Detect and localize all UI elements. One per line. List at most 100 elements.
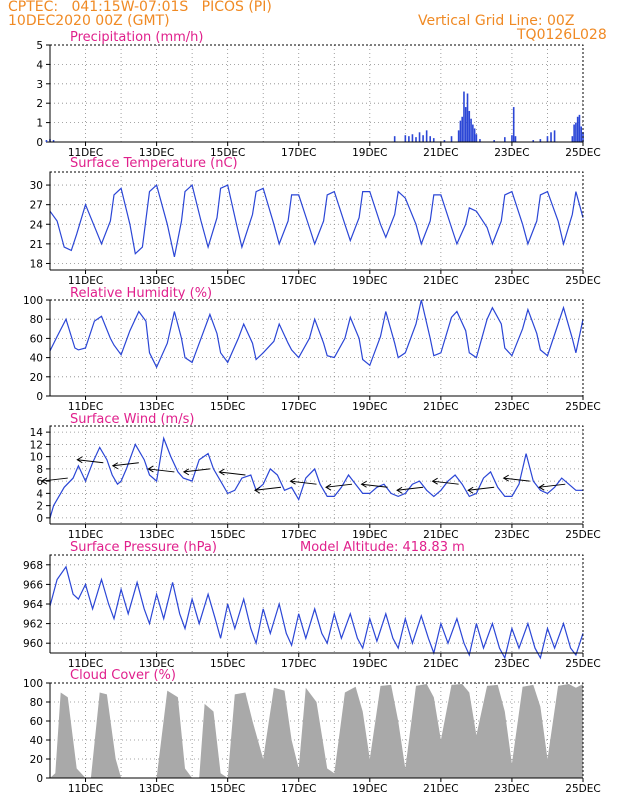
x-tick-label: 15DEC: [210, 147, 245, 159]
x-tick-label: 25DEC: [565, 658, 600, 670]
precip-bar: [468, 110, 471, 142]
plot-frame: [49, 171, 584, 271]
y-tick-label: 2: [36, 98, 43, 110]
x-tick-label: 23DEC: [494, 275, 529, 287]
precip-bar: [418, 132, 421, 142]
wind-series-line: [49, 436, 583, 519]
precip-bar: [578, 114, 581, 142]
precip-bar: [575, 122, 577, 142]
precip-bar: [473, 128, 476, 142]
wind-arrow: [325, 483, 353, 488]
precip-bar: [461, 116, 463, 142]
x-tick-label: 11DEC: [68, 401, 103, 413]
x-tick-label: 21DEC: [423, 401, 458, 413]
x-tick-label: 19DEC: [352, 529, 387, 541]
x-tick-label: 15DEC: [210, 401, 245, 413]
precip-bar: [532, 140, 535, 142]
x-tick-label: 17DEC: [281, 401, 316, 413]
pressure-series-line: [49, 565, 584, 660]
x-tick-label: 13DEC: [139, 147, 174, 159]
y-tick-label: 968: [23, 560, 43, 572]
x-tick-label: 17DEC: [281, 529, 316, 541]
header-model-code: TQ0126L028: [517, 27, 607, 43]
cloud-title: Cloud Cover (%): [70, 668, 176, 683]
y-tick-label: 40: [30, 353, 43, 365]
wind-arrow-head: [253, 486, 261, 494]
precip-bar: [511, 135, 513, 142]
x-tick-label: 13DEC: [139, 401, 174, 413]
y-tick-label: 3: [36, 79, 43, 91]
precip-bar: [408, 136, 410, 142]
y-tick-label: 0: [36, 137, 43, 149]
wind-arrow-head: [502, 474, 509, 482]
precip-bar: [425, 130, 428, 142]
x-tick-label: 11DEC: [68, 529, 103, 541]
header-date-line: 10DEC2020 00Z (GMT): [8, 13, 170, 29]
precip-bar: [422, 135, 424, 142]
precip-bar: [404, 135, 407, 142]
precip-bar: [443, 140, 446, 142]
y-tick-label: 12: [30, 439, 43, 451]
x-tick-label: 25DEC: [565, 529, 600, 541]
precip-bar: [450, 136, 453, 142]
y-tick-label: 0: [36, 773, 43, 785]
precip-bar: [459, 120, 462, 142]
plot-frame: [49, 299, 584, 397]
y-tick-label: 27: [30, 200, 43, 212]
wind-arrow-head: [325, 483, 332, 491]
wind-arrow: [77, 459, 104, 464]
x-tick-label: 15DEC: [210, 658, 245, 670]
cloud-cover-area: [50, 684, 583, 778]
x-tick-label: 23DEC: [494, 147, 529, 159]
model-altitude-note: Model Altitude: 418.83 m: [300, 540, 465, 555]
x-tick-label: 23DEC: [494, 783, 529, 795]
precip-bar: [411, 134, 414, 142]
x-tick-label: 19DEC: [352, 401, 387, 413]
x-tick-label: 21DEC: [423, 529, 458, 541]
precip-bar: [573, 124, 575, 142]
x-tick-label: 13DEC: [139, 275, 174, 287]
precip-bar: [550, 132, 552, 142]
humidity-panel: 0 20 40 60 80 100 11DEC 13DEC 15DEC 17DEC 19DEC 21D…: [23, 286, 601, 413]
x-tick-label: 23DEC: [494, 401, 529, 413]
y-tick-label: 60: [30, 333, 43, 345]
wind-arrow: [41, 477, 68, 482]
x-tick-label: 25DEC: [565, 783, 600, 795]
x-tick-label: 17DEC: [281, 147, 316, 159]
precip-bar: [514, 136, 517, 142]
x-tick-label: 23DEC: [494, 529, 529, 541]
precip-bar: [512, 107, 515, 142]
x-tick-label: 11DEC: [68, 147, 103, 159]
x-tick-label: 21DEC: [423, 658, 458, 670]
wind-arrow-head: [538, 483, 545, 491]
x-tick-label: 21DEC: [423, 275, 458, 287]
precip-bar: [571, 136, 574, 142]
precip-bar: [45, 140, 48, 142]
wind-title: Surface Wind (m/s): [70, 412, 194, 427]
wind-arrow: [254, 486, 282, 491]
precip-bar: [393, 136, 396, 142]
x-tick-label: 21DEC: [423, 147, 458, 159]
y-tick-label: 0: [36, 391, 43, 403]
y-tick-label: 5: [36, 40, 43, 52]
y-tick-label: 1: [36, 118, 43, 130]
wind-arrow: [539, 483, 566, 488]
y-tick-label: 80: [30, 314, 43, 326]
x-tick-label: 25DEC: [565, 401, 600, 413]
wind-arrow: [183, 468, 210, 473]
wind-arrow: [468, 486, 495, 491]
wind-arrow-head: [431, 477, 438, 485]
y-tick-label: 2: [36, 501, 43, 513]
wind-arrow-head: [147, 465, 154, 473]
humidity-series-line: [49, 299, 584, 369]
wind-arrow: [112, 462, 139, 467]
y-tick-label: 100: [23, 678, 43, 690]
y-tick-label: 60: [30, 716, 43, 728]
x-tick-label: 17DEC: [281, 275, 316, 287]
y-tick-label: 100: [23, 295, 43, 307]
wind-arrow-head: [76, 456, 83, 464]
precip-bar: [429, 136, 432, 142]
wind-arrow: [397, 486, 424, 491]
